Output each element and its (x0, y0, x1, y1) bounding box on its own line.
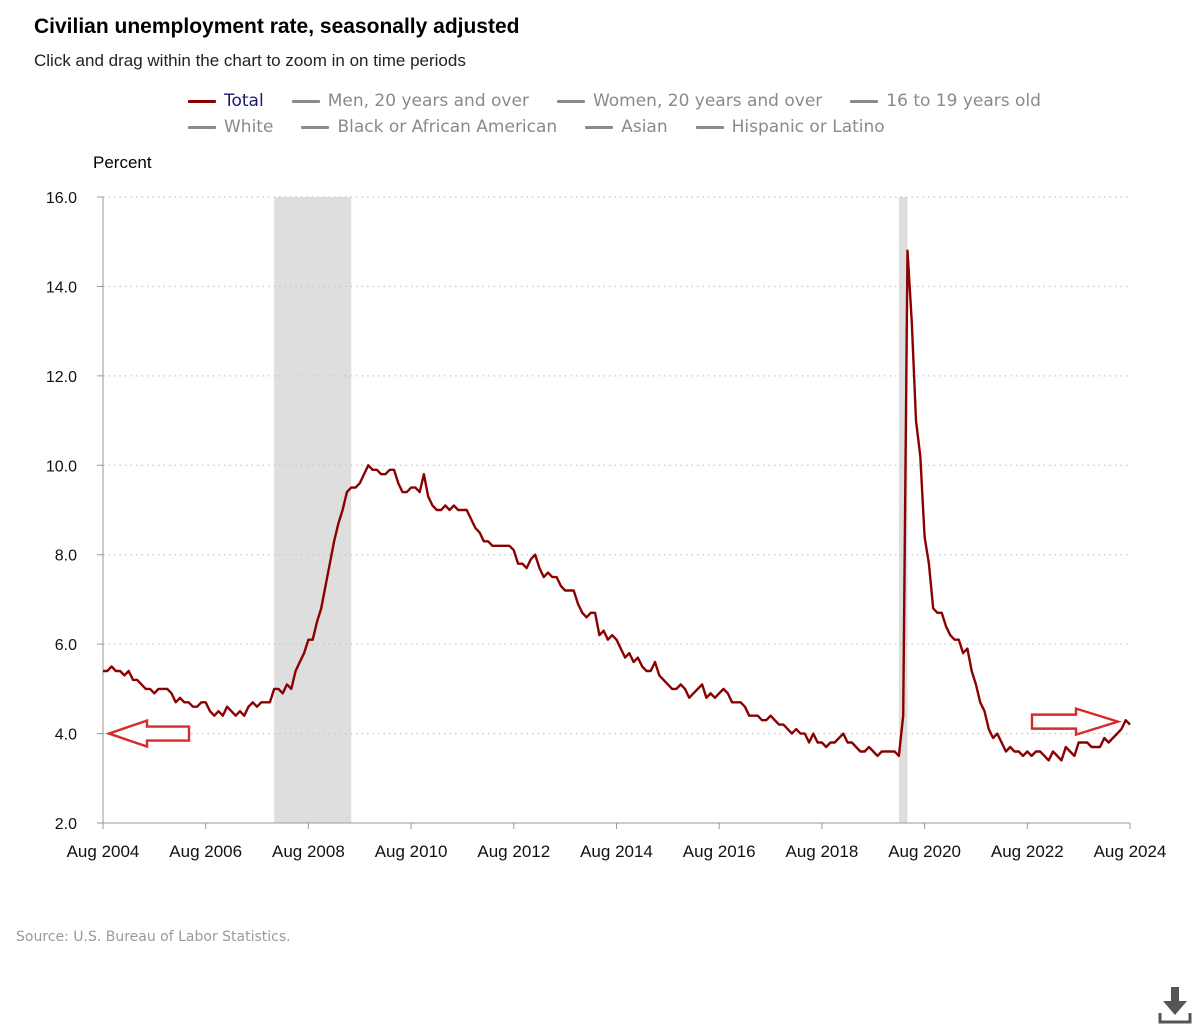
legend-label: Men, 20 years and over (327, 91, 529, 111)
y-tick-label: 10.0 (46, 458, 77, 475)
y-axis-label: Percent (93, 153, 152, 172)
y-tick-label: 6.0 (55, 637, 77, 654)
recession-band (898, 197, 908, 823)
x-tick-label: Aug 2008 (272, 842, 345, 861)
y-tick-label: 4.0 (55, 727, 77, 744)
legend-item-women-20-years-and-over[interactable]: Women, 20 years and over (556, 91, 823, 111)
legend-item-16-to-19-years-old[interactable]: 16 to 19 years old (850, 91, 1041, 111)
x-tick-label: Aug 2006 (169, 842, 242, 861)
legend-label: White (224, 117, 274, 137)
legend-item-white[interactable]: White (188, 117, 273, 137)
legend-item-total[interactable]: Total (188, 91, 264, 111)
legend-swatch (291, 99, 320, 103)
x-tick-label: Aug 2024 (1094, 842, 1167, 861)
legend-label: 16 to 19 years old (886, 91, 1041, 111)
x-tick-label: Aug 2014 (580, 842, 653, 861)
legend-swatch (850, 99, 879, 103)
y-tick-label: 8.0 (55, 548, 77, 565)
left-arrow-annotation (105, 718, 191, 749)
download-icon (1158, 987, 1192, 1024)
y-tick-label: 12.0 (46, 369, 77, 386)
legend-label: Hispanic or Latino (731, 117, 885, 137)
x-tick-label: Aug 2020 (888, 842, 961, 861)
legend-row-2: White Black or African American Asian Hispa… (188, 117, 913, 137)
right-arrow-annotation (1030, 707, 1123, 737)
legend-swatch (556, 99, 585, 103)
legend-label: Asian (621, 117, 668, 137)
download-button[interactable] (1157, 985, 1193, 1025)
y-tick-label: 2.0 (55, 816, 77, 833)
legend-label: Black or African American (337, 117, 558, 137)
x-tick-label: Aug 2004 (67, 842, 140, 861)
chart-title: Civilian unemployment rate, seasonally a… (34, 15, 520, 38)
x-tick-label: Aug 2018 (786, 842, 859, 861)
legend-item-black-or-african-american[interactable]: Black or African American (301, 117, 557, 137)
recession-band (274, 197, 352, 823)
source-note: Source: U.S. Bureau of Labor Statistics. (16, 929, 291, 945)
legend-label: Women, 20 years and over (592, 91, 823, 111)
legend-swatch (585, 125, 614, 129)
unemployment-line-chart[interactable]: 2.0 4.0 6.0 8.0 10.0 12.0 14.0 16.0 Aug 2004 Aug … (0, 0, 1200, 900)
legend-swatch (188, 99, 216, 103)
x-tick-label: Aug 2022 (991, 842, 1064, 861)
legend-item-men-20-years-and-over[interactable]: Men, 20 years and over (291, 91, 529, 111)
legend-item-hispanic-or-latino[interactable]: Hispanic or Latino (695, 117, 885, 137)
chart-subtitle: Click and drag within the chart to zoom … (34, 51, 466, 70)
legend-item-asian[interactable]: Asian (585, 117, 668, 137)
legend-swatch (695, 125, 724, 129)
y-tick-label: 16.0 (46, 190, 77, 207)
x-tick-label: Aug 2012 (477, 842, 550, 861)
x-tick-label: Aug 2016 (683, 842, 756, 861)
legend-label: Total (224, 91, 264, 111)
y-tick-label: 14.0 (46, 279, 77, 296)
legend-swatch (188, 125, 216, 129)
x-tick-label: Aug 2010 (375, 842, 448, 861)
legend-row-1: Total Men, 20 years and over Women, 20 yea… (188, 91, 1069, 111)
legend-swatch (301, 125, 330, 129)
series-line-total[interactable] (103, 249, 1131, 762)
